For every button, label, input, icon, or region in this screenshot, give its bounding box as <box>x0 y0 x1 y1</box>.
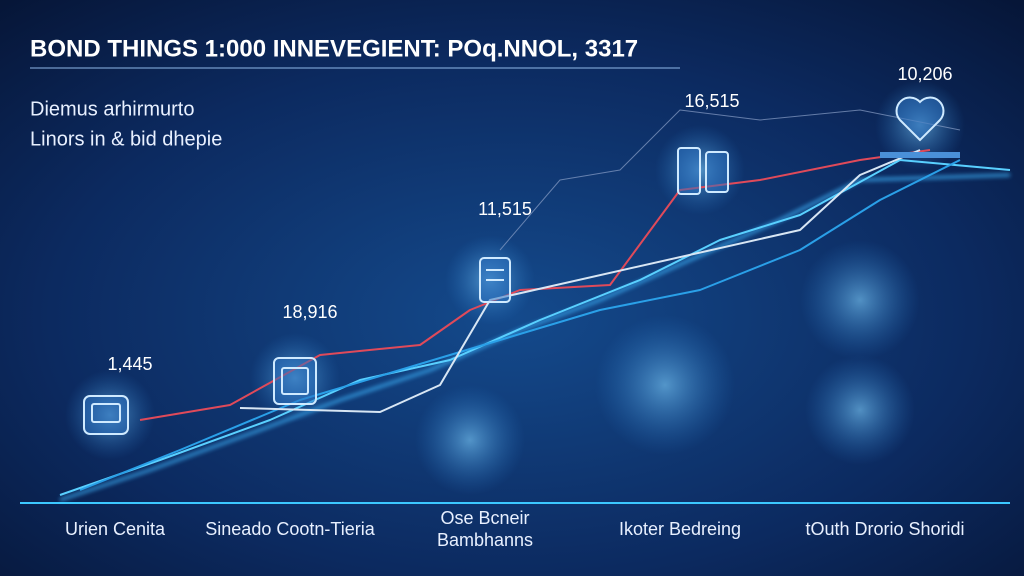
category-label: Bambhanns <box>437 530 533 550</box>
subtitle-line: Diemus arhirmurto <box>30 98 194 120</box>
milestones: 1,445 Urien Cenita 18,916 Sineado Cootn-Tie… <box>65 64 965 550</box>
category-label: Ikoter Bedreing <box>619 519 741 539</box>
value-label: 10,206 <box>897 64 952 84</box>
value-label: 1,445 <box>107 354 152 374</box>
trend-lines <box>59 109 1011 502</box>
value-label: 18,916 <box>282 302 337 322</box>
icons <box>83 96 960 435</box>
value-label: 11,515 <box>478 199 532 219</box>
category-label: Sineado Cootn-Tieria <box>205 519 375 539</box>
category-label: Ose Bcneir <box>440 508 529 528</box>
category-label: Urien Cenita <box>65 519 166 539</box>
category-label: tOuth Drorio Shoridi <box>805 519 964 539</box>
value-label: 16,515 <box>684 91 739 111</box>
title: BOND THINGS 1:000 INNEVEGIENT: POq.NNOL,… <box>30 35 638 62</box>
glow-spots <box>65 80 965 495</box>
subtitle-line: Linors in & bid dhepie <box>30 128 222 150</box>
